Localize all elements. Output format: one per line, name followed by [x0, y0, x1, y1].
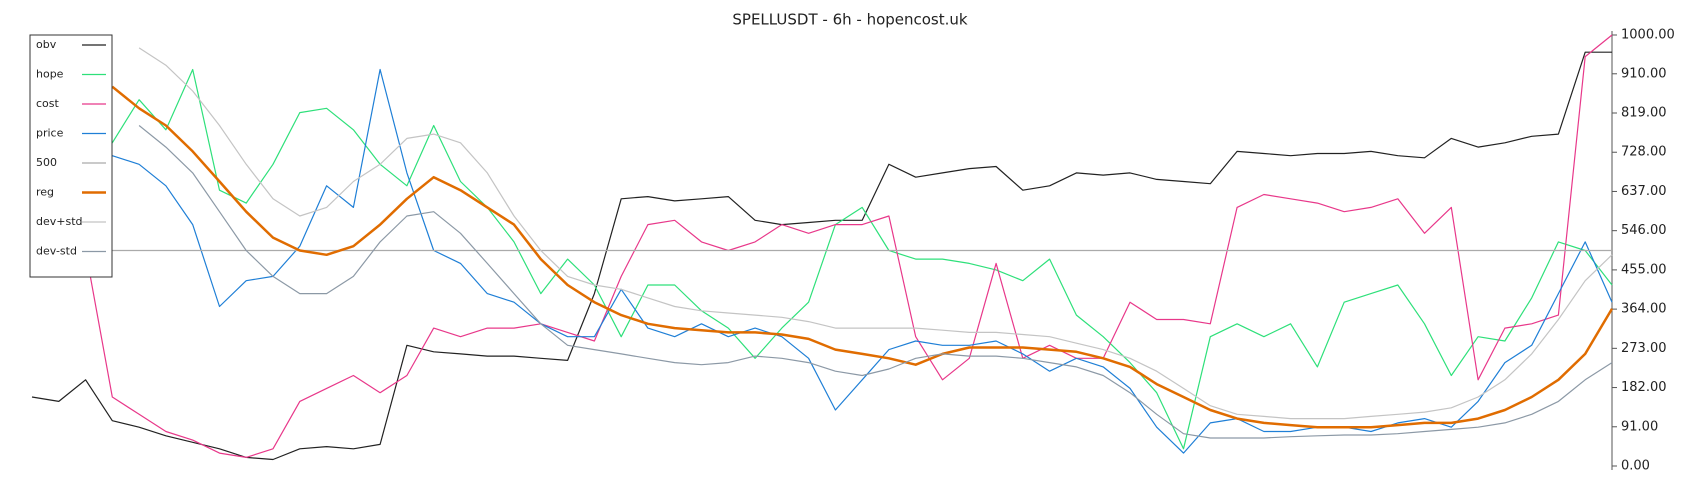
legend-label: cost	[36, 97, 60, 110]
series-line	[85, 34, 1613, 458]
y-tick-label: 273.00	[1621, 341, 1667, 356]
legend-label: dev-std	[36, 245, 77, 258]
legend-label: dev+std	[36, 215, 83, 228]
y-tick-label: 91.00	[1621, 419, 1658, 434]
series-line	[31, 51, 1612, 461]
series-line	[138, 47, 1613, 420]
series-line	[31, 68, 1613, 454]
y-tick-label: 1000.00	[1621, 28, 1675, 43]
y-tick-label: 0.00	[1621, 459, 1650, 474]
series-line	[138, 125, 1613, 439]
legend-label: 500	[36, 156, 57, 169]
legend-label: obv	[36, 38, 57, 51]
y-tick-label: 819.00	[1621, 106, 1667, 121]
series-line	[31, 68, 1613, 450]
chart-title: SPELLUSDT - 6h - hopencost.uk	[732, 11, 968, 29]
y-tick-label: 364.00	[1621, 302, 1667, 317]
y-tick-label: 182.00	[1621, 380, 1667, 395]
y-tick-label: 728.00	[1621, 145, 1667, 160]
legend-box	[29, 34, 113, 278]
y-tick-label: 910.00	[1621, 66, 1667, 81]
legend: obv hope cost price 500 reg dev+std dev-std	[29, 34, 113, 278]
y-tick-label: 455.00	[1621, 262, 1667, 277]
legend-label: reg	[36, 186, 54, 199]
series-line	[111, 85, 1614, 429]
y-tick-label: 546.00	[1621, 223, 1667, 238]
legend-label: price	[36, 127, 64, 140]
legend-label: hope	[36, 68, 64, 81]
y-tick-label: 637.00	[1621, 184, 1667, 199]
